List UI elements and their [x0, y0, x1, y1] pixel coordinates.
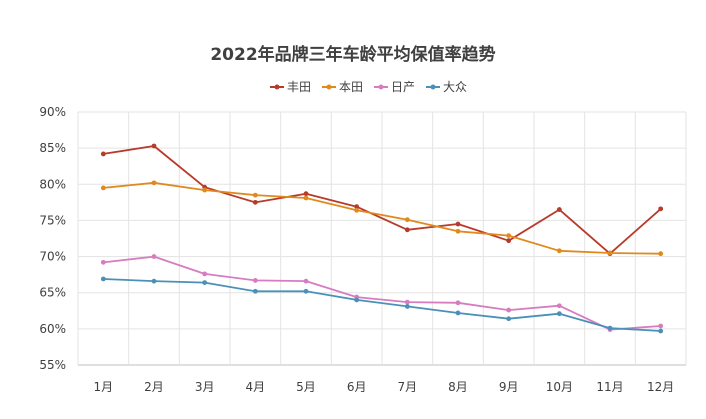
- legend: 丰田 本田 日产 大众: [270, 80, 467, 94]
- data-point: [252, 192, 258, 198]
- data-point: [506, 233, 512, 239]
- data-point: [607, 325, 613, 331]
- data-point: [100, 151, 106, 157]
- y-tick-label: 75%: [39, 213, 66, 227]
- data-point: [404, 304, 410, 309]
- data-point: [303, 191, 309, 197]
- x-tick-label: 8月: [448, 380, 468, 394]
- chart-title: 2022年品牌三年车龄平均保值率趋势: [210, 44, 495, 65]
- x-tick-label: 9月: [499, 380, 519, 394]
- data-point: [455, 221, 461, 227]
- series-日产: [100, 254, 664, 332]
- x-tick-label: 1月: [94, 380, 114, 394]
- data-point: [303, 278, 309, 284]
- x-tick-label: 10月: [546, 380, 573, 394]
- data-point: [151, 143, 157, 149]
- data-point: [202, 271, 208, 277]
- legend-swatch-marker: [430, 84, 436, 90]
- y-axis: 55% 60% 65% 70% 75% 80% 85% 90%: [39, 105, 66, 372]
- data-point: [151, 254, 157, 259]
- data-point: [303, 195, 309, 201]
- series-line: [103, 145, 662, 255]
- x-tick-label: 11月: [596, 380, 623, 394]
- y-tick-label: 70%: [39, 250, 66, 264]
- series-group: [100, 143, 664, 334]
- data-point: [303, 288, 309, 294]
- series-本田: [100, 180, 664, 257]
- x-tick-label: 2月: [144, 380, 164, 394]
- data-point: [100, 185, 106, 191]
- data-point: [354, 207, 360, 213]
- data-point: [151, 180, 157, 186]
- data-point: [100, 259, 106, 265]
- data-point: [658, 328, 664, 334]
- data-point: [658, 323, 664, 329]
- data-point: [455, 228, 461, 234]
- y-tick-label: 60%: [39, 322, 66, 336]
- data-point: [556, 248, 562, 254]
- x-tick-label: 3月: [195, 380, 215, 394]
- data-point: [252, 278, 258, 283]
- y-tick-label: 90%: [39, 105, 66, 119]
- legend-label: 日产: [391, 80, 415, 94]
- x-tick-label: 5月: [296, 380, 316, 394]
- data-point: [506, 307, 512, 313]
- series-line: [103, 255, 661, 331]
- grid: [77, 111, 687, 366]
- data-point: [506, 238, 512, 244]
- x-tick-label: 7月: [398, 380, 418, 394]
- legend-swatch-marker: [326, 84, 332, 90]
- series-line: [103, 181, 661, 255]
- legend-label: 丰田: [287, 80, 311, 94]
- data-point: [455, 300, 461, 306]
- data-point: [354, 297, 360, 303]
- x-tick-label: 4月: [246, 380, 266, 394]
- y-tick-label: 85%: [39, 141, 66, 155]
- data-point: [556, 311, 562, 317]
- data-point: [252, 199, 258, 205]
- data-point: [404, 217, 410, 223]
- legend-label: 本田: [339, 80, 363, 94]
- y-tick-label: 55%: [39, 358, 66, 372]
- legend-swatch-marker: [274, 84, 280, 90]
- y-tick-label: 80%: [39, 177, 66, 191]
- data-point: [556, 303, 562, 309]
- legend-item: 丰田: [270, 80, 311, 94]
- data-point: [354, 204, 360, 210]
- data-point: [100, 276, 106, 282]
- data-point: [658, 251, 664, 257]
- x-axis: 1月 2月 3月 4月 5月 6月 7月 8月 9月 10月 11月 12月: [94, 380, 675, 394]
- legend-item: 日产: [374, 80, 415, 94]
- data-point: [202, 280, 208, 285]
- series-line: [103, 278, 661, 332]
- data-point: [607, 250, 613, 256]
- data-point: [455, 310, 461, 316]
- series-大众: [100, 276, 664, 334]
- legend-swatch-marker: [378, 84, 384, 90]
- data-point: [556, 207, 562, 212]
- x-tick-label: 12月: [647, 380, 674, 394]
- data-point: [151, 278, 157, 284]
- data-point: [658, 206, 664, 212]
- data-point: [202, 187, 208, 193]
- legend-item: 大众: [426, 80, 467, 94]
- x-tick-label: 6月: [347, 380, 367, 394]
- data-point: [506, 316, 512, 322]
- legend-label: 大众: [443, 80, 467, 94]
- data-point: [404, 299, 410, 305]
- data-point: [252, 288, 258, 294]
- legend-item: 本田: [322, 80, 363, 94]
- data-point: [404, 227, 410, 233]
- y-tick-label: 65%: [39, 286, 66, 300]
